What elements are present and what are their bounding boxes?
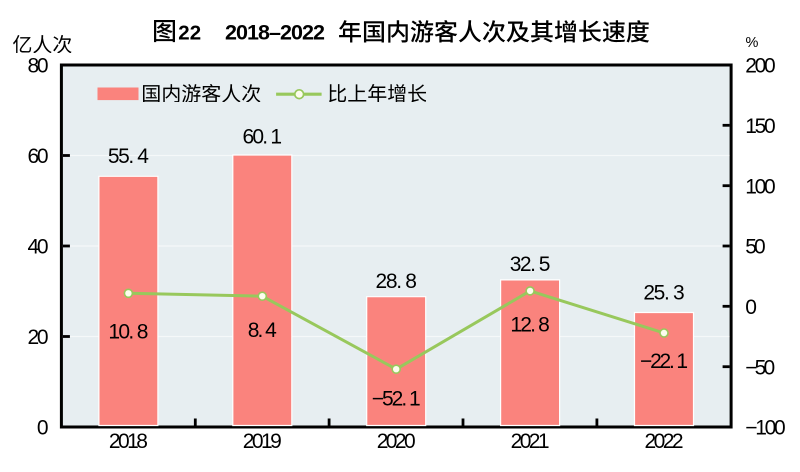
svg-text:2022: 2022: [645, 430, 684, 453]
svg-text:20: 20: [28, 326, 49, 349]
svg-text:55. 4: 55. 4: [108, 145, 149, 168]
svg-text:50: 50: [745, 236, 766, 259]
svg-text:−22. 1: −22. 1: [640, 350, 688, 373]
svg-text:28. 8: 28. 8: [375, 270, 417, 293]
svg-text:−100: −100: [745, 417, 786, 440]
svg-text:2018: 2018: [109, 430, 148, 453]
svg-text:8. 4: 8. 4: [248, 319, 277, 342]
svg-text:12. 8: 12. 8: [510, 314, 549, 337]
svg-text:80: 80: [28, 55, 49, 78]
svg-text:10. 8: 10. 8: [108, 320, 148, 343]
svg-text:32. 5: 32. 5: [510, 253, 551, 276]
svg-text:2021: 2021: [511, 430, 550, 453]
svg-text:25. 3: 25. 3: [643, 281, 684, 304]
svg-text:2019: 2019: [243, 430, 282, 453]
svg-text:60. 1: 60. 1: [243, 126, 283, 149]
svg-text:0: 0: [37, 417, 49, 440]
svg-text:−50: −50: [745, 356, 775, 379]
svg-text:150: 150: [745, 115, 776, 138]
svg-text:40: 40: [28, 236, 49, 259]
svg-text:22: 22: [178, 21, 201, 44]
svg-text:60: 60: [28, 145, 49, 168]
svg-text:2018–2022: 2018–2022: [225, 20, 325, 44]
svg-text:%: %: [746, 35, 759, 51]
svg-text:−52. 1: −52. 1: [372, 387, 421, 410]
svg-text:2020: 2020: [377, 430, 416, 453]
svg-text:200: 200: [745, 55, 776, 78]
svg-text:0: 0: [745, 296, 757, 319]
svg-text:100: 100: [745, 175, 776, 198]
